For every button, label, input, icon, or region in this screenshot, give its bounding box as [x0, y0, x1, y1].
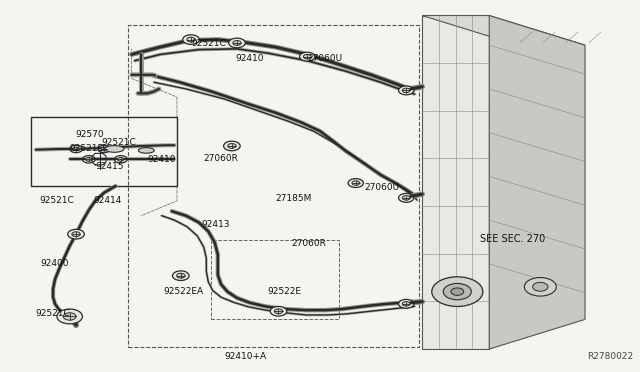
Text: 27060U: 27060U — [307, 54, 342, 62]
Text: 92570: 92570 — [76, 129, 104, 139]
Bar — [31, 118, 177, 186]
Text: 27060R: 27060R — [291, 239, 326, 248]
Circle shape — [173, 271, 189, 280]
Text: 27060R: 27060R — [204, 154, 239, 163]
Circle shape — [451, 288, 464, 295]
Circle shape — [352, 181, 360, 185]
Circle shape — [57, 309, 83, 324]
Bar — [211, 240, 339, 320]
Text: 92413: 92413 — [202, 221, 230, 230]
Circle shape — [403, 88, 410, 93]
Circle shape — [83, 155, 95, 163]
Text: 92414: 92414 — [93, 196, 122, 205]
Ellipse shape — [138, 148, 154, 153]
Circle shape — [68, 230, 84, 239]
Bar — [129, 25, 419, 347]
Circle shape — [228, 144, 236, 148]
Circle shape — [399, 193, 414, 202]
Circle shape — [270, 307, 287, 316]
Text: 92521D: 92521D — [70, 144, 105, 153]
Text: 92410+A: 92410+A — [224, 352, 266, 361]
Circle shape — [70, 145, 83, 153]
Circle shape — [86, 157, 92, 161]
Circle shape — [182, 35, 199, 44]
Text: 27060U: 27060U — [365, 183, 400, 192]
Text: 92522E: 92522E — [268, 287, 301, 296]
Ellipse shape — [105, 145, 124, 152]
Circle shape — [101, 147, 108, 151]
Circle shape — [275, 309, 283, 314]
Text: SEE SEC. 270: SEE SEC. 270 — [479, 234, 545, 244]
Text: 92521C: 92521C — [39, 196, 74, 205]
Circle shape — [403, 196, 410, 200]
Circle shape — [399, 299, 414, 308]
Bar — [422, 16, 489, 349]
Circle shape — [98, 145, 111, 153]
Text: 92415: 92415 — [95, 162, 124, 171]
Circle shape — [118, 157, 124, 161]
Circle shape — [72, 232, 80, 237]
Circle shape — [177, 273, 185, 278]
Circle shape — [303, 54, 311, 59]
Circle shape — [228, 38, 245, 48]
Polygon shape — [422, 16, 585, 45]
Text: 92521C: 92521C — [36, 310, 70, 318]
Circle shape — [532, 282, 548, 291]
Text: 92522EA: 92522EA — [164, 287, 204, 296]
Text: 92410: 92410 — [236, 54, 264, 62]
Circle shape — [403, 302, 410, 306]
Circle shape — [399, 86, 414, 95]
Text: 92410: 92410 — [148, 155, 176, 164]
Text: 92521C: 92521C — [102, 138, 136, 147]
Circle shape — [187, 37, 195, 42]
Circle shape — [115, 155, 127, 163]
Circle shape — [73, 147, 79, 151]
Circle shape — [348, 179, 364, 187]
Polygon shape — [489, 16, 585, 349]
Circle shape — [223, 141, 240, 151]
Text: 27185M: 27185M — [275, 195, 312, 203]
Text: R2780022: R2780022 — [587, 352, 633, 361]
Circle shape — [63, 313, 76, 320]
Circle shape — [444, 283, 471, 300]
Text: 92400: 92400 — [40, 259, 68, 268]
Circle shape — [233, 41, 241, 45]
Text: 92521C: 92521C — [191, 39, 226, 48]
Circle shape — [432, 277, 483, 307]
Circle shape — [300, 52, 315, 61]
Circle shape — [524, 278, 556, 296]
